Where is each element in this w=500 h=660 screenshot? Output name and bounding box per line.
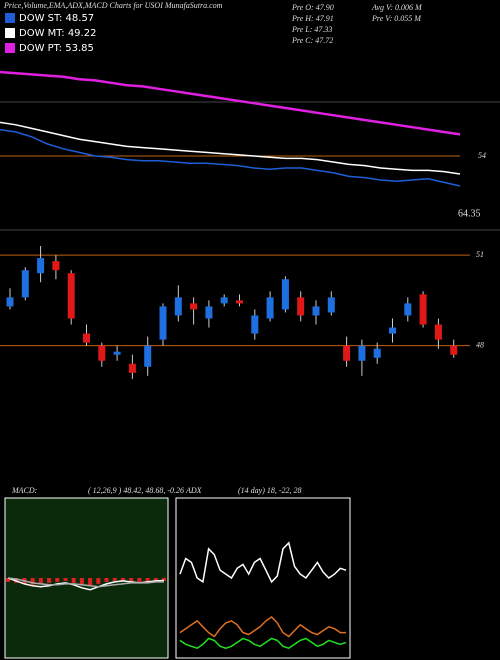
adx-line (179, 616, 346, 638)
histogram-bar (112, 578, 117, 581)
candle-body (434, 324, 442, 340)
chart-title: Price,Volume,EMA,ADX,MACD Charts for USO… (3, 1, 223, 10)
macd-title: MACD: (11, 486, 38, 495)
price-info: Pre L: 47.33 (291, 25, 332, 34)
legend-swatch (5, 13, 15, 23)
macd-line (7, 577, 164, 588)
candle-body (190, 303, 198, 310)
ema-line (0, 121, 461, 175)
ema-line (0, 128, 461, 187)
candle-body (419, 294, 427, 325)
legend-swatch (5, 43, 15, 53)
y-tick-label: 51 (476, 250, 484, 259)
price-info: Pre C: 47.72 (291, 36, 333, 45)
candle-body (98, 345, 106, 361)
adx-title: ADX (185, 486, 203, 495)
histogram-bar (47, 578, 52, 583)
legend-label: DOW ST: 48.57 (19, 13, 94, 24)
histogram-bar (63, 578, 68, 581)
candle-body (389, 327, 396, 334)
histogram-bar (88, 578, 93, 586)
histogram-bar (30, 578, 35, 585)
candle-body (327, 297, 335, 313)
candle-body (343, 345, 351, 361)
candle-body (52, 261, 60, 271)
histogram-bar (137, 578, 142, 583)
price-info: Pre H: 47.91 (291, 14, 334, 23)
candle-body (144, 345, 152, 367)
candle-body (450, 345, 458, 355)
histogram-bar (71, 578, 76, 583)
candle-body (358, 345, 366, 361)
candle-body (251, 315, 259, 334)
candle-body (174, 297, 182, 316)
candle-body (281, 279, 289, 310)
candle-body (404, 303, 412, 316)
macd-panel (4, 497, 169, 659)
histogram-bar (6, 578, 10, 582)
histogram-bar (162, 578, 166, 581)
y-tick-label: 54 (478, 151, 486, 160)
legend-label: DOW MT: 49.22 (19, 28, 96, 39)
candle-body (128, 363, 136, 373)
candle-body (67, 273, 75, 319)
histogram-bar (129, 578, 134, 582)
histogram-bar (104, 578, 109, 582)
candle-body (220, 297, 228, 304)
candle-body (6, 297, 14, 307)
candle-body (37, 258, 45, 274)
price-info: Avg V: 0.006 M (371, 3, 423, 12)
adx-params: (14 day) 18, -22, 28 (238, 486, 302, 495)
candle-body (205, 306, 213, 319)
candle-body (236, 300, 243, 304)
candle-body (159, 306, 167, 340)
candle-body (21, 270, 29, 298)
histogram-bar (79, 578, 84, 585)
adx-line (179, 637, 347, 650)
price-info: Pre V: 0.055 M (371, 14, 422, 23)
annotation: 64.35 (458, 208, 481, 219)
candle-body (297, 297, 305, 316)
histogram-bar (38, 578, 43, 584)
candle-body (83, 333, 90, 343)
price-info: Pre O: 47.90 (291, 3, 334, 12)
histogram-bar (120, 578, 125, 581)
histogram-bar (145, 578, 150, 582)
legend-label: DOW PT: 53.85 (19, 43, 94, 54)
macd-params: ( 12,26,9 ) 48.42, 48.68, -0.26 (88, 486, 184, 495)
candle-body (266, 297, 274, 319)
histogram-bar (153, 578, 158, 581)
candle-body (312, 306, 320, 316)
histogram-bar (96, 578, 101, 584)
ema-line (0, 70, 461, 136)
legend-swatch (5, 28, 15, 38)
histogram-bar (55, 578, 60, 582)
y-tick-label: 48 (476, 340, 484, 349)
candle-body (113, 351, 121, 355)
adx-line (179, 541, 347, 584)
candle-body (373, 348, 381, 358)
adx-panel (175, 497, 351, 659)
